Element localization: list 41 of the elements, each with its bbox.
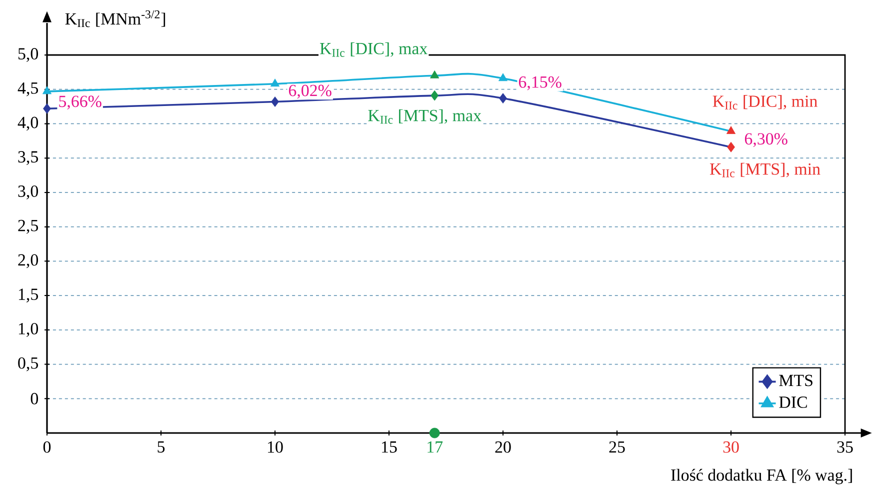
x-tick-label: 30 [723,441,739,453]
point [726,126,736,134]
y-tick-label: 0,5 [18,357,38,372]
y-tick-label: 3,5 [18,151,38,165]
y-tick-label: 3,0 [18,186,38,200]
annotation: 6,02% [288,84,332,99]
legend-label: MTS [779,374,812,386]
point [727,142,735,152]
annotation: K$_{IIc}$ [MTS], max [368,109,482,124]
x-axis-title: Ilość dodatku FA [% wag.] [671,468,852,484]
x-tick-label: 15 [382,441,397,453]
point [270,78,280,87]
x-tick-label: 10 [268,441,283,453]
y-tick-label: 1,0 [18,322,38,337]
point [429,428,440,438]
y-tick-label: 0 [30,392,38,404]
annotation: 5,66% [59,96,102,110]
annotation: K$_{IIc}$ [DIC], min [712,95,818,110]
y-tick-label: 1,5 [18,288,38,302]
x-tick-label: 20 [495,441,511,453]
point [42,86,52,94]
x-tick-label: 0 [43,441,51,453]
y-tick-label: 4,5 [18,82,38,96]
point [271,96,279,107]
annotation: 6,15% [518,76,562,90]
annotation: K$_{IIc}$ [DIC], max [320,42,428,57]
point [498,73,508,82]
x-tick-label: 17 [428,441,443,453]
y-axis-title: K$_{IIc}$ [MNm$^{-3/2}$] [65,10,166,28]
y-tick-label: 4,0 [18,116,38,131]
x-tick-label: 35 [837,441,853,453]
legend-label: DIC [779,396,807,408]
y-tick-label: 5,0 [18,48,38,62]
annotation: K$_{IIc}$ [MTS], min [710,162,820,178]
point [43,103,51,114]
annotation: 6,30% [744,133,788,148]
y-tick-label: 2,5 [18,220,38,234]
y-tick-label: 2,0 [18,254,38,268]
x-tick-label: 5 [158,441,165,453]
point [499,93,507,104]
x-tick-label: 25 [609,441,625,453]
